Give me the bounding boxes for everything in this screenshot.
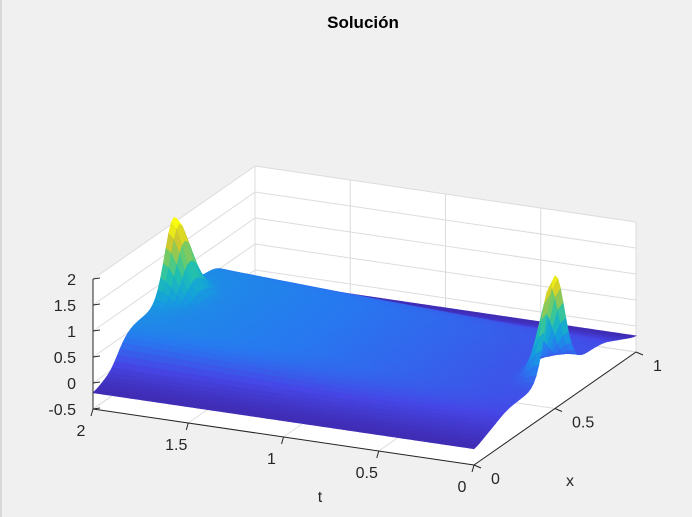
t-tick-label: 1 [267, 451, 276, 468]
t-tick-mark [471, 464, 475, 473]
t-tick-label: 2 [77, 423, 86, 440]
grid-line [254, 269, 637, 327]
surface-mesh [92, 216, 638, 450]
t-tick-mark [281, 436, 284, 445]
z-tick-label: 0.5 [54, 350, 76, 367]
z-tick-label: -0.5 [48, 402, 76, 419]
x-tick-mark [554, 408, 563, 412]
grid-line [254, 243, 637, 301]
x-axis-label: t [318, 489, 323, 506]
grid-line [254, 217, 637, 275]
grid-line [254, 165, 637, 223]
y-axis-label: x [566, 473, 574, 490]
t-tick-label: 0 [458, 479, 467, 496]
t-tick-mark [185, 422, 189, 431]
grid-line [254, 191, 637, 249]
t-tick-mark [376, 450, 380, 459]
window-left-edge [0, 0, 2, 517]
x-tick-mark [473, 464, 482, 469]
z-tick-label: 0 [67, 376, 76, 393]
z-tick-label: 2 [67, 272, 76, 289]
t-tick-label: 0.5 [356, 465, 378, 482]
x-tick-label: 0.5 [572, 415, 594, 432]
t-tick-label: 1.5 [165, 437, 187, 454]
x-tick-mark [635, 351, 644, 356]
z-tick-label: 1 [67, 324, 76, 341]
x-tick-label: 0 [491, 471, 500, 488]
t-tick-mark [90, 408, 94, 417]
z-tick-label: 1.5 [54, 298, 76, 315]
x-tick-label: 1 [653, 358, 662, 375]
chart-title: Solución [327, 13, 399, 32]
